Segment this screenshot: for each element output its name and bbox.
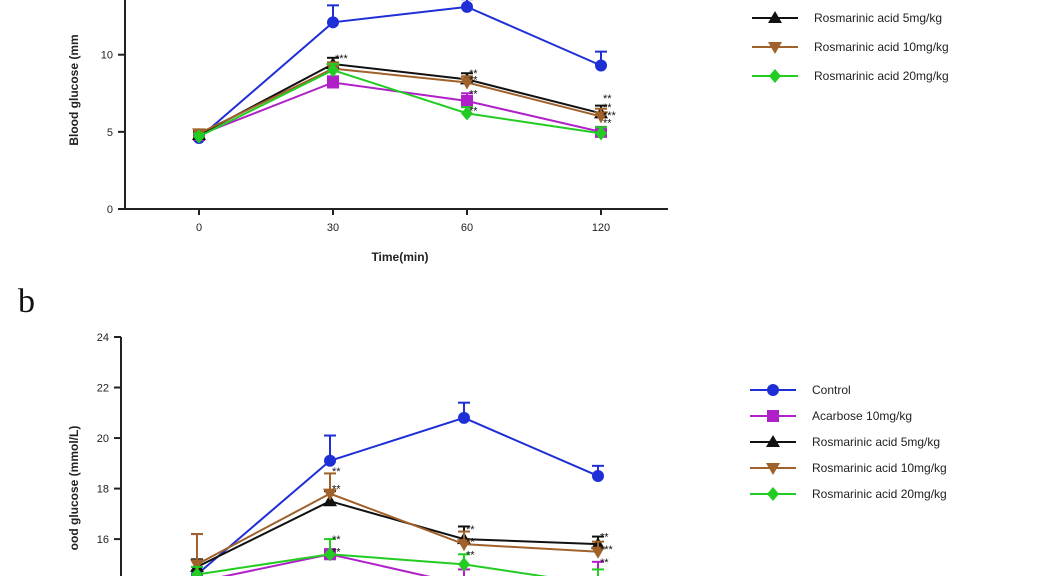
data-point [191,567,203,576]
significance-label: ** [466,549,475,561]
legend-label: Rosmarinic acid 5mg/kg [814,11,942,25]
series-line [198,5,602,139]
series-1 [191,401,604,576]
significance-label: ** [603,102,612,114]
y-tick-label: 22 [97,383,109,395]
x-tick-label: 30 [327,222,339,234]
data-point [323,488,337,501]
legend-item: Rosmarinic acid 20mg/kg [752,69,949,83]
legend-marker [767,410,779,422]
legend-label: Rosmarinic acid 5mg/kg [812,435,940,449]
significance-label: ** [600,532,609,544]
data-point [461,106,473,121]
panel-letter-b: b [18,283,35,320]
series-line [196,553,548,576]
series-3 [192,56,608,140]
y-tick-label: 5 [107,127,113,139]
data-point [595,126,607,141]
series-5 [191,538,604,576]
significance-label: *** [603,110,617,122]
significance-label: ** [603,118,612,130]
legend-label: Rosmarinic acid 20mg/kg [812,487,947,501]
y-tick-label: 18 [97,484,109,496]
significance-label: ** [332,484,341,496]
series-4 [192,61,608,141]
y-tick-label: 24 [97,332,109,344]
series-line [198,81,602,136]
significance-label: ** [332,466,341,478]
panel-a-chart: 0 30 60 120 0 5 10 Time(min) Blood glucose (mm **… [67,0,949,264]
series-line [198,67,602,135]
data-point [327,16,339,29]
legend-marker [767,384,779,396]
legend-marker [768,42,782,54]
significance-label: *** [335,53,349,65]
data-point [190,559,204,572]
y-axis-title: ood glucose (mmol/L) [67,426,81,551]
data-point [592,469,604,482]
series-line [221,553,431,576]
series-line [196,492,599,566]
x-tick-label: 120 [592,222,610,234]
significance-label: ** [603,93,612,105]
y-tick-label: 0 [107,204,113,216]
legend-marker [768,11,782,23]
y-tick-label: 16 [97,534,109,546]
legend-item: Rosmarinic acid 5mg/kg [750,435,940,449]
y-tick-label: 10 [101,50,113,62]
data-point [327,76,339,89]
x-tick-label: 60 [461,222,473,234]
significance-label: ** [469,105,478,117]
legend-item: Rosmarinic acid 20mg/kg [750,487,947,501]
significance-label: ** [600,557,609,569]
data-point [458,557,470,572]
series-5 [193,62,607,144]
data-point [327,63,339,78]
legend-marker [766,463,780,475]
data-point [324,547,336,562]
data-point [324,454,336,467]
series-line [196,500,599,568]
data-point [591,546,605,559]
series-line [196,416,599,576]
data-point [594,111,608,124]
series-4 [190,472,605,572]
data-point [457,539,471,552]
legend-item: Rosmarinic acid 10mg/kg [750,461,947,475]
significance-label: ** [469,74,478,86]
legend-item: Acarbose 10mg/kg [750,409,912,423]
legend-label: Control [812,383,851,397]
legend-item: Rosmarinic acid 10mg/kg [752,40,949,54]
legend-label: Rosmarinic acid 10mg/kg [812,461,947,475]
significance-label: ** [332,534,341,546]
significance-label: *** [600,544,614,556]
series-line [198,69,602,138]
significance-label: ** [466,537,475,549]
x-axis-title: Time(min) [371,250,428,264]
data-point [461,95,473,107]
y-tick-label: 20 [97,433,109,445]
legend-label: Rosmarinic acid 20mg/kg [814,69,949,83]
y-axis-title: Blood glucose (mm [67,34,81,145]
data-point [458,411,470,424]
legend-label: Rosmarinic acid 10mg/kg [814,40,949,54]
data-point [461,0,473,13]
legend-marker [766,435,780,447]
significance-label: ** [332,547,341,559]
significance-label: ** [466,524,475,536]
legend-item: Control [750,383,851,397]
legend-item: Rosmarinic acid 5mg/kg [752,11,942,25]
series-line [198,62,602,136]
significance-label: ** [469,68,478,80]
legend-marker [769,69,781,83]
legend-label: Acarbose 10mg/kg [812,409,912,423]
data-point [595,59,607,72]
legend-marker [767,487,779,501]
data-point [193,129,205,144]
data-point [460,77,474,90]
significance-label: ** [469,88,478,100]
x-tick-label: 0 [196,222,202,234]
